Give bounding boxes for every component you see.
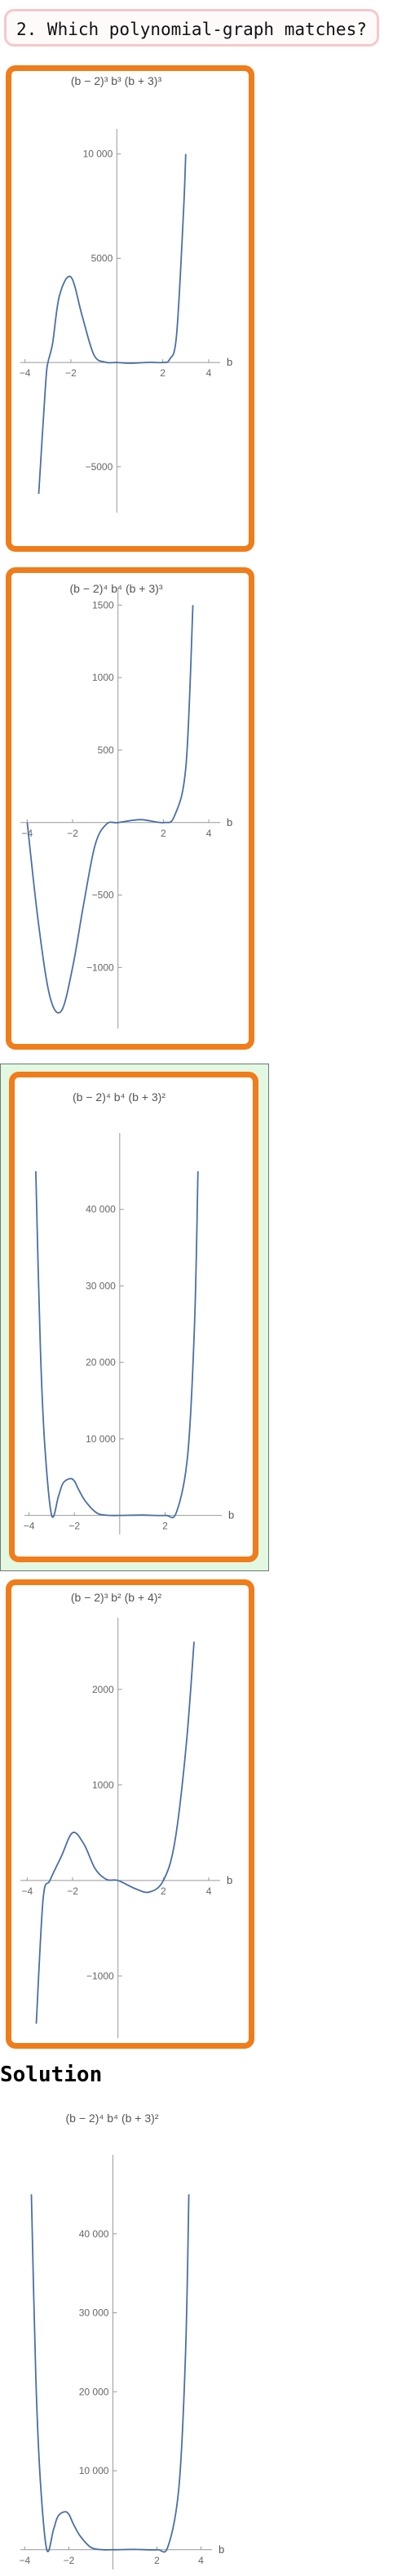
- y-tick-label: 30 000: [86, 1280, 116, 1291]
- plot-curve: [35, 1641, 195, 2024]
- plot-curve: [30, 2194, 190, 2553]
- y-tick-label: 500: [98, 744, 114, 756]
- y-tick-label: −500: [92, 890, 114, 901]
- plot-curve: [26, 605, 194, 1014]
- plot-title: (b − 2)⁴ b⁴ (b + 3)²: [66, 2112, 159, 2125]
- x-tick-label: 4: [206, 828, 212, 839]
- x-tick-label: −2: [68, 1521, 80, 1532]
- y-tick-label: −1000: [86, 962, 114, 973]
- y-tick-label: 2000: [92, 1684, 114, 1695]
- x-tick-label: −4: [22, 1885, 33, 1897]
- x-axis-label: b: [219, 2543, 224, 2556]
- plot-title: (b − 2)³ b² (b + 4)²: [71, 1591, 162, 1604]
- x-tick-label: 4: [206, 1885, 212, 1897]
- y-tick-label: 20 000: [79, 2386, 109, 2397]
- solution-heading: Solution: [0, 2063, 103, 2087]
- x-tick-label: 4: [198, 2555, 204, 2566]
- x-tick-label: −2: [67, 828, 78, 839]
- y-tick-label: 40 000: [79, 2228, 109, 2240]
- plot-title: (b − 2)³ b³ (b + 3)³: [71, 74, 162, 87]
- plot-title: (b − 2)⁴ b⁴ (b + 3)³: [70, 582, 163, 595]
- y-tick-label: 10 000: [83, 149, 113, 160]
- plot-curve: [38, 153, 187, 495]
- choice-card-4[interactable]: [6, 1579, 254, 2049]
- x-tick-label: 2: [160, 367, 166, 379]
- x-tick-label: −4: [20, 2555, 31, 2566]
- choice-card-2[interactable]: [6, 567, 254, 1050]
- choice-card-1[interactable]: [6, 65, 254, 552]
- x-tick-label: 4: [206, 367, 212, 379]
- x-tick-label: 2: [161, 1885, 166, 1897]
- x-axis-label: b: [227, 356, 232, 368]
- y-tick-label: 5000: [91, 252, 113, 264]
- y-tick-label: 1500: [92, 599, 114, 611]
- question-box: 2. Which polynomial-graph matches?: [4, 9, 379, 47]
- y-tick-label: −1000: [86, 1970, 114, 1982]
- x-tick-label: −4: [20, 367, 31, 379]
- x-tick-label: −4: [24, 1521, 35, 1532]
- y-tick-label: 40 000: [86, 1204, 116, 1215]
- y-tick-label: 1000: [92, 672, 114, 683]
- x-axis-label: b: [228, 1509, 234, 1521]
- plot-title: (b − 2)⁴ b⁴ (b + 3)²: [73, 1090, 166, 1104]
- x-tick-label: −2: [67, 1885, 78, 1897]
- y-tick-label: 1000: [92, 1779, 114, 1791]
- plot-curve: [35, 1170, 199, 1519]
- y-tick-label: 30 000: [79, 2307, 109, 2319]
- x-axis-label: b: [227, 1874, 232, 1886]
- x-tick-label: 2: [154, 2555, 160, 2566]
- x-tick-label: −4: [22, 828, 33, 839]
- y-tick-label: 10 000: [86, 1433, 116, 1445]
- x-tick-label: 2: [161, 828, 166, 839]
- x-tick-label: −2: [64, 2555, 75, 2566]
- y-tick-label: 20 000: [86, 1357, 116, 1368]
- choice-card-3[interactable]: [9, 1072, 258, 1562]
- y-tick-label: −5000: [86, 461, 113, 473]
- x-tick-label: −2: [65, 367, 77, 379]
- question-text: 2. Which polynomial-graph matches?: [16, 20, 367, 39]
- x-axis-label: b: [227, 816, 232, 828]
- x-tick-label: 2: [162, 1521, 168, 1532]
- y-tick-label: 10 000: [79, 2465, 109, 2476]
